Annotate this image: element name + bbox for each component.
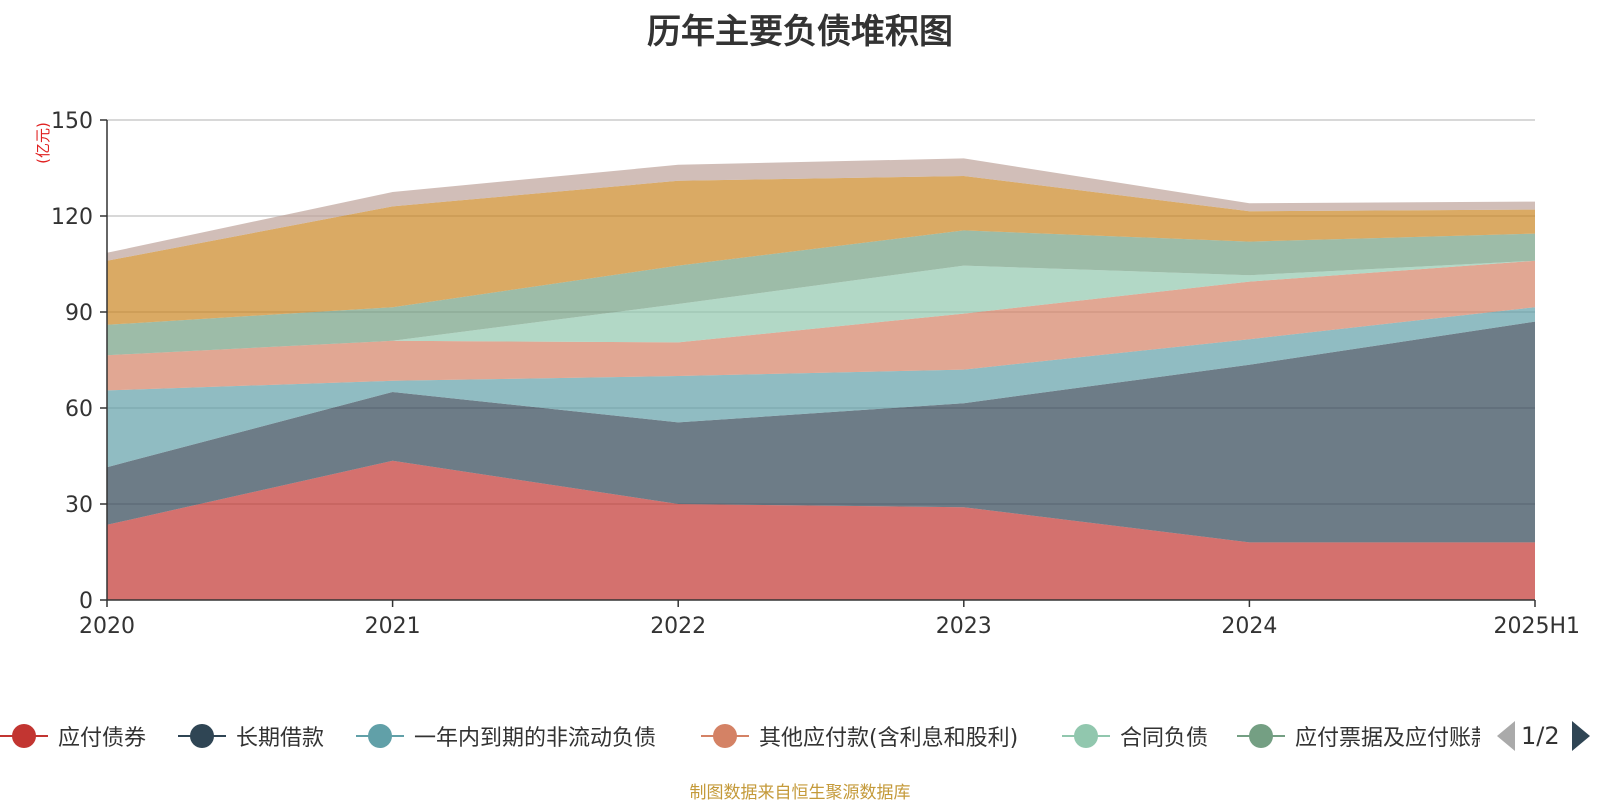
legend-pager: 1/2: [1497, 716, 1590, 756]
y-tick-label: 0: [79, 589, 93, 614]
legend-item[interactable]: 长期借款: [178, 716, 324, 756]
x-tick-label: 2024: [1221, 614, 1277, 639]
x-tick-label: 2023: [936, 614, 992, 639]
legend-item[interactable]: 合同负债: [1062, 716, 1208, 756]
y-tick-label: 60: [65, 397, 93, 422]
series-area-4: [107, 260, 1535, 391]
chart-title: 历年主要负债堆积图: [647, 12, 953, 52]
legend-marker-icon: [356, 724, 404, 748]
y-tick-label: 90: [65, 301, 93, 326]
legend-marker-icon: [701, 724, 749, 748]
legend: 应付债券 长期借款 一年内到期的非流动负债 其他应付款(含利息和股利) 合同负债 应付票据…: [0, 716, 1600, 756]
legend-item[interactable]: 其他应付款(含利息和股利): [701, 716, 1018, 756]
legend-label: 应付债券: [58, 726, 147, 751]
legend-page-indicator: 1/2: [1521, 722, 1560, 750]
y-tick-label: 150: [51, 109, 93, 134]
legend-label: 一年内到期的非流动负债: [414, 726, 657, 751]
legend-marker-icon: [1062, 724, 1110, 748]
axes: 0 30 60 90 120 150 2020 2021 2022 2023 2024 2025H1: [51, 109, 1580, 639]
legend-marker-icon: [1237, 724, 1285, 748]
legend-items: 应付债券 长期借款 一年内到期的非流动负债 其他应付款(含利息和股利) 合同负债 应付票据…: [0, 716, 1480, 756]
legend-item[interactable]: 一年内到期的非流动负债: [356, 716, 656, 756]
legend-marker-icon: [178, 724, 226, 748]
x-tick-label: 2022: [650, 614, 706, 639]
y-tick-label: 30: [65, 493, 93, 518]
x-tick-label: 2025H1: [1493, 614, 1580, 639]
legend-label: 合同负债: [1120, 726, 1209, 751]
legend-marker-icon: [0, 724, 48, 748]
series-area-6: [107, 230, 1535, 356]
x-tick-label: 2020: [79, 614, 135, 639]
legend-item[interactable]: 应付票据及应付账款: [1237, 716, 1480, 756]
source-note: 制图数据来自恒生聚源数据库: [689, 783, 911, 803]
series-area-2: [107, 321, 1535, 543]
legend-item[interactable]: 应付债券: [0, 716, 146, 756]
series-area-7: [107, 176, 1535, 325]
series-areas: [107, 158, 1535, 600]
legend-label: 应付票据及应付账款: [1295, 726, 1480, 751]
legend-label: 长期借款: [236, 726, 325, 751]
series-area-1: [107, 460, 1535, 600]
y-axis-unit-label: (亿元): [34, 122, 52, 164]
y-tick-label: 120: [51, 205, 93, 230]
series-area-3: [107, 307, 1535, 468]
x-tick-label: 2021: [365, 614, 421, 639]
legend-prev-page-icon[interactable]: [1497, 721, 1515, 751]
series-area-8: [107, 158, 1535, 261]
legend-label: 其他应付款(含利息和股利): [759, 726, 1019, 751]
legend-next-page-icon[interactable]: [1571, 721, 1590, 751]
series-area-5: [107, 260, 1535, 356]
